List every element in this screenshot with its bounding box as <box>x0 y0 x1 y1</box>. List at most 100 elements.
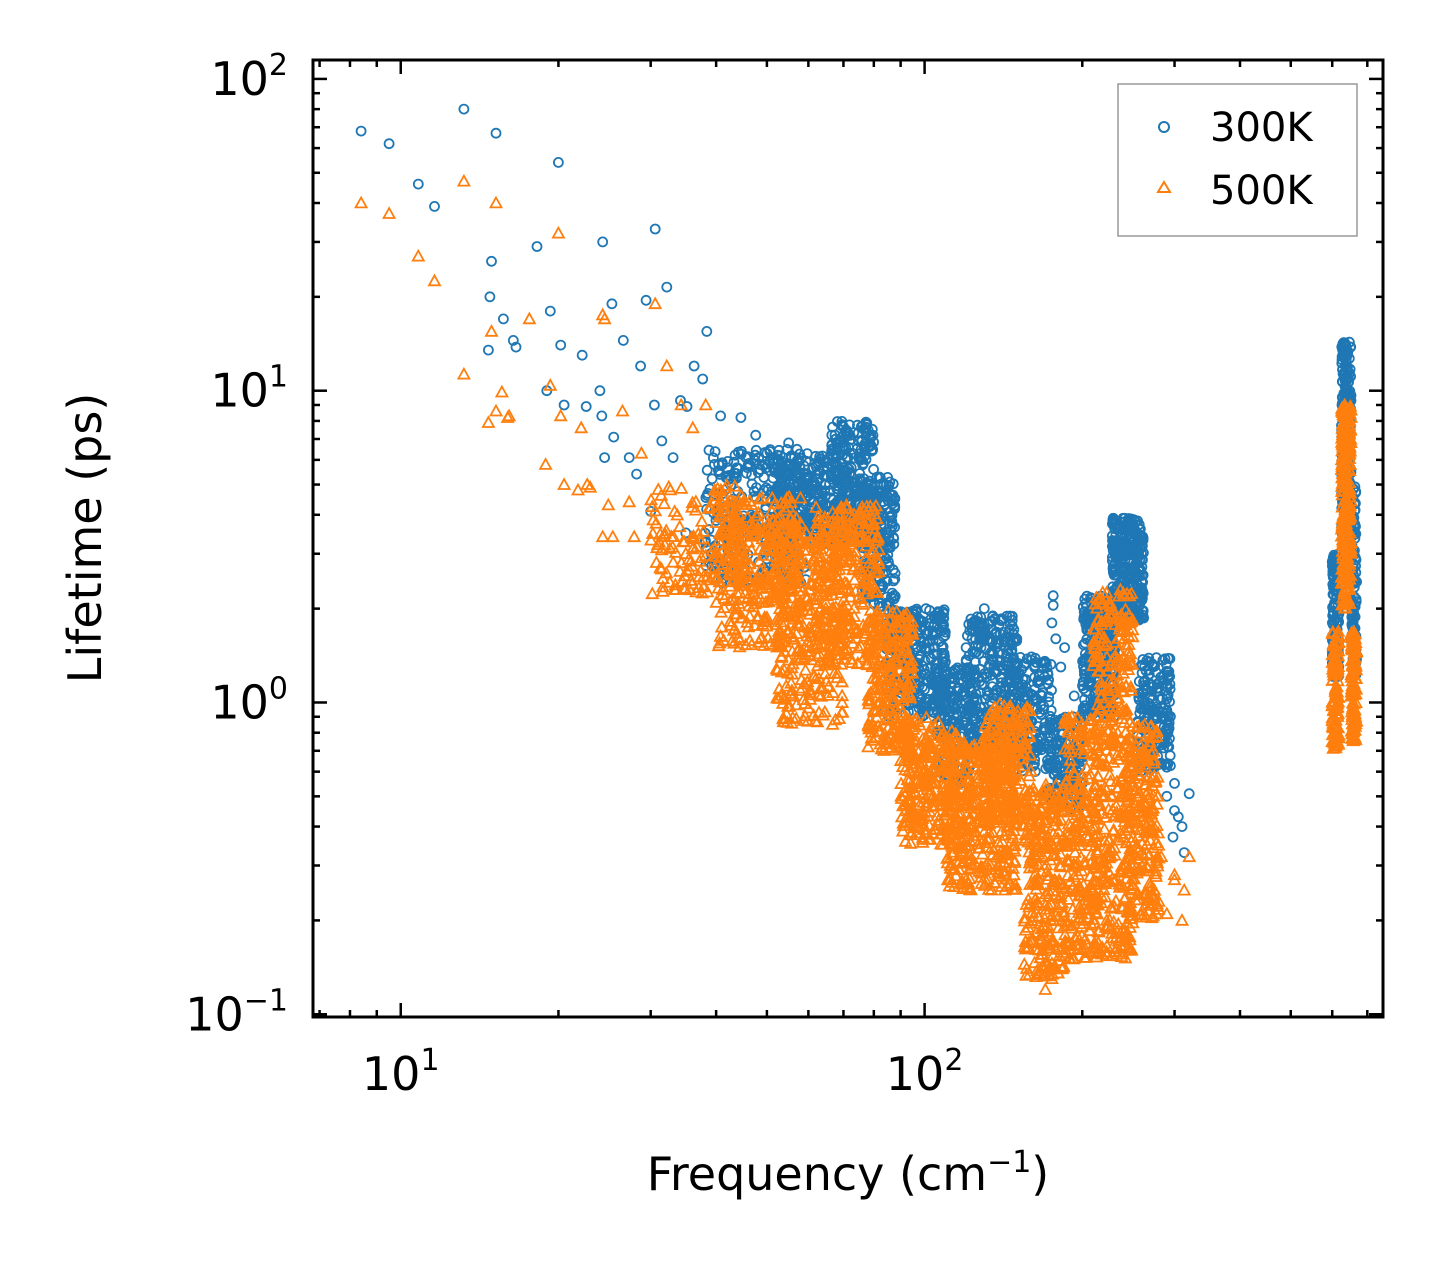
point-500k <box>674 481 689 494</box>
point-300k <box>486 255 497 267</box>
point-300k <box>608 431 620 443</box>
point-500k <box>488 195 504 209</box>
point-500k <box>522 311 537 325</box>
point-300k <box>1167 831 1179 843</box>
point-300k <box>510 341 522 353</box>
point-300k <box>484 291 496 303</box>
point-300k <box>852 475 863 487</box>
point-300k <box>675 395 686 406</box>
point-300k <box>878 477 889 489</box>
point-300k <box>429 200 440 212</box>
point-300k <box>507 334 519 346</box>
point-300k <box>919 644 931 655</box>
point-300k <box>1046 684 1057 696</box>
point-500k <box>672 519 687 533</box>
point-300k <box>1006 639 1018 651</box>
point-300k <box>830 459 842 470</box>
point-500k <box>553 408 568 422</box>
point-500k <box>643 532 659 546</box>
point-300k <box>1052 737 1063 749</box>
point-300k <box>1176 821 1188 832</box>
point-300k <box>841 486 853 498</box>
point-300k <box>922 662 933 674</box>
point-300k <box>1029 660 1041 672</box>
point-300k <box>826 429 838 441</box>
point-300k <box>412 178 424 190</box>
point-300k <box>889 567 901 579</box>
point-500k <box>382 206 397 219</box>
point-500k <box>488 403 504 417</box>
point-300k <box>733 446 744 458</box>
point-300k <box>882 542 894 553</box>
point-500k <box>411 248 426 262</box>
point-300k <box>916 616 928 628</box>
point-300k <box>751 482 762 494</box>
point-300k <box>831 439 842 451</box>
point-300k <box>877 579 888 591</box>
point-500k <box>456 366 471 380</box>
point-300k <box>938 689 950 701</box>
point-300k <box>965 613 977 625</box>
point-300k <box>920 696 932 708</box>
point-300k <box>1169 805 1180 816</box>
point-300k <box>986 646 997 658</box>
point-300k <box>729 449 741 461</box>
point-300k <box>985 654 997 665</box>
point-300k <box>688 360 700 372</box>
point-300k <box>885 525 897 537</box>
point-300k <box>791 467 803 479</box>
point-300k <box>962 703 973 714</box>
point-300k <box>856 434 868 446</box>
point-500k <box>1174 913 1190 926</box>
point-300k <box>383 138 395 150</box>
point-300k <box>1046 756 1058 768</box>
point-300k <box>973 618 985 629</box>
point-300k <box>606 298 618 310</box>
point-300k <box>817 450 828 462</box>
point-300k <box>949 693 961 705</box>
point-300k <box>1059 642 1070 653</box>
point-300k <box>936 662 948 673</box>
point-300k <box>970 656 981 668</box>
point-300k <box>933 668 945 680</box>
point-300k <box>1047 599 1059 611</box>
point-300k <box>708 452 719 464</box>
point-300k <box>797 482 808 494</box>
point-300k <box>631 468 642 480</box>
point-500k <box>1177 882 1192 896</box>
point-300k <box>865 440 877 451</box>
point-300k <box>1077 706 1089 717</box>
point-300k <box>1054 763 1066 774</box>
point-300k <box>932 687 943 699</box>
point-300k <box>920 669 932 680</box>
point-500k <box>694 514 709 527</box>
point-300k <box>802 473 814 485</box>
point-300k <box>681 401 693 412</box>
point-500k <box>685 420 700 434</box>
point-300k <box>783 437 794 449</box>
point-300k <box>1081 616 1093 628</box>
point-300k <box>599 452 610 464</box>
point-300k <box>640 294 652 306</box>
point-300k <box>1017 679 1029 691</box>
point-300k <box>969 664 980 676</box>
point-300k <box>1077 676 1089 688</box>
point-300k <box>735 448 747 460</box>
point-500k <box>551 225 566 239</box>
point-300k <box>844 419 855 431</box>
point-300k <box>841 452 853 464</box>
point-300k <box>649 399 660 411</box>
point-300k <box>1036 690 1048 702</box>
point-300k <box>617 334 629 346</box>
point-500k <box>601 497 616 511</box>
point-500k <box>494 384 509 398</box>
point-300k <box>580 401 592 412</box>
point-500k <box>651 482 666 495</box>
point-300k <box>964 722 976 733</box>
point-300k <box>656 435 668 447</box>
point-300k <box>722 455 734 467</box>
point-300k <box>750 444 762 456</box>
point-300k <box>979 693 991 705</box>
point-300k <box>791 455 803 467</box>
point-300k <box>1081 590 1093 602</box>
